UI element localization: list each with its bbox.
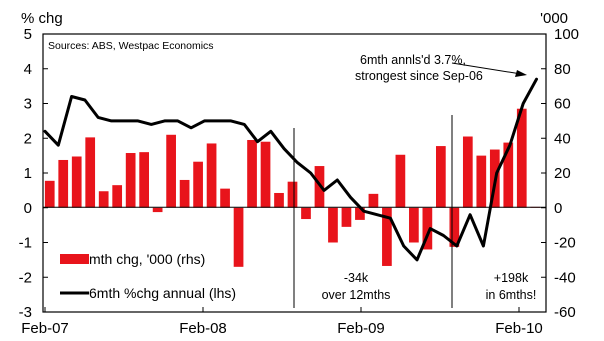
left-tick-label: -3 (19, 304, 32, 321)
line-series (43, 77, 538, 262)
bar-6 (125, 153, 136, 208)
bar-31 (462, 136, 473, 208)
left-tick-label: 3 (24, 96, 32, 113)
x-tick-label: Feb-09 (337, 320, 385, 337)
bar-16 (260, 141, 271, 208)
left-tick-label: 1 (24, 165, 32, 182)
bar-24 (368, 193, 379, 208)
bar-34 (503, 142, 514, 208)
bar-30 (449, 207, 460, 247)
source-note: Sources: ABS, Westpac Economics (48, 40, 214, 52)
bar-17 (274, 192, 284, 208)
peak-arrow-line (451, 62, 522, 75)
peak-annotation-line1: 6mth annls'd 3.7%, (360, 53, 466, 67)
bar-3 (85, 137, 96, 208)
bar-2 (71, 156, 82, 208)
right-tick-label: 80 (554, 61, 571, 78)
x-tick-label: Feb-07 (21, 320, 69, 337)
bar-23 (355, 207, 365, 220)
peak-arrow-head (515, 70, 527, 77)
bar-27 (409, 207, 419, 243)
left-ticks: 5 4 3 2 1 0 -1 -2 -3 (19, 26, 48, 321)
right-tick-label: -60 (554, 304, 576, 321)
right-tick-label: 60 (554, 96, 571, 113)
x-ticks: Feb-07 Feb-08 Feb-09 Feb-10 (21, 307, 543, 337)
right-tick-label: 0 (554, 200, 562, 217)
bar-1 (58, 159, 69, 208)
bar-28 (422, 207, 433, 250)
left-tick-label: -2 (19, 269, 32, 286)
bar-22 (341, 207, 352, 227)
right-tick-label: 40 (554, 130, 571, 147)
bar-14 (233, 207, 244, 267)
bar-7 (139, 152, 150, 208)
bar-18 (287, 181, 298, 208)
peak-annotation-line2: strongest since Sep-06 (355, 69, 483, 83)
bar-15 (247, 139, 257, 208)
bar-11 (193, 161, 203, 208)
legend-bar-label: mth chg, '000 (rhs) (89, 251, 205, 267)
bar-12 (206, 143, 217, 208)
left-axis-title: % chg (21, 10, 63, 27)
bar-9 (166, 134, 176, 208)
right-annotation-line2: in 6mths! (486, 288, 537, 302)
bar-25 (382, 207, 392, 266)
right-tick-label: 20 (554, 165, 571, 182)
bar-29 (435, 146, 446, 208)
right-tick-label: -40 (554, 269, 576, 286)
bar-32 (476, 155, 487, 208)
right-annotation-line1: +198k (494, 271, 529, 285)
bar-5 (112, 185, 123, 208)
left-tick-label: 0 (24, 200, 32, 217)
bar-10 (179, 179, 190, 208)
bar-13 (220, 188, 230, 208)
bar-35 (516, 108, 527, 208)
x-tick-label: Feb-10 (495, 320, 543, 337)
bar-0 (44, 180, 55, 208)
bar-19 (301, 207, 311, 220)
mid-annotation-line1: -34k (344, 271, 369, 285)
left-tick-label: 2 (24, 130, 32, 147)
legend-bar-swatch (60, 254, 89, 264)
left-tick-label: 5 (24, 26, 32, 43)
right-ticks: 100 80 60 40 20 0 -20 -40 -60 (541, 26, 579, 321)
right-tick-label: 100 (554, 26, 579, 43)
bar-26 (395, 154, 406, 208)
left-tick-label: -1 (19, 235, 32, 252)
bar-series (44, 108, 541, 267)
bar-21 (328, 207, 338, 243)
x-tick-label: Feb-08 (179, 320, 227, 337)
right-tick-label: -20 (554, 235, 576, 252)
bar-4 (98, 191, 109, 208)
bar-8 (152, 207, 163, 213)
left-tick-label: 4 (24, 61, 32, 78)
mid-annotation-line2: over 12mths (322, 288, 391, 302)
legend-line-label: 6mth %chg annual (lhs) (89, 285, 236, 301)
right-axis-title: '000 (540, 10, 568, 27)
